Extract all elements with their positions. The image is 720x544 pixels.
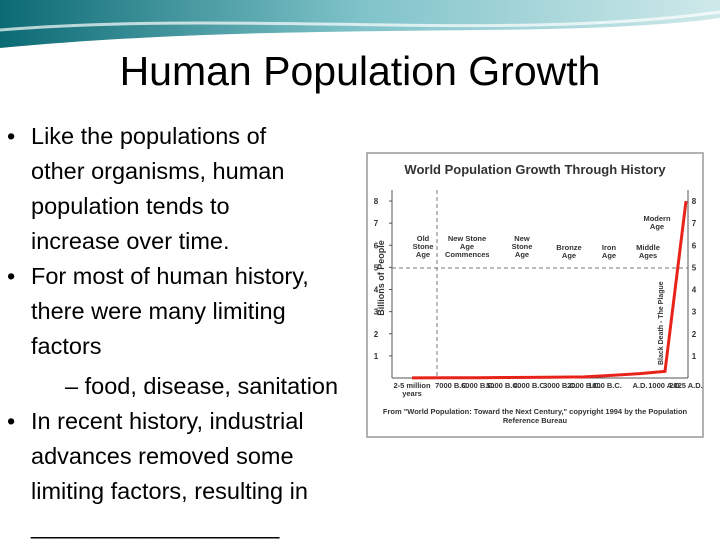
- bullet-text: other organisms, human: [31, 158, 285, 184]
- banner-stroke: [0, 10, 720, 32]
- bullet-text: ___________________: [31, 513, 280, 539]
- bullet-text: In recent history, industrial: [31, 408, 304, 434]
- x-tick-label: A.D.: [632, 382, 648, 390]
- slide-title: Human Population Growth: [119, 48, 601, 94]
- annotation: Black Death - The Plague: [658, 281, 665, 365]
- annotation: New Stone Age: [511, 235, 533, 259]
- y-tick-label: 8: [692, 197, 697, 206]
- x-tick-text: 2000 B.C.: [567, 382, 601, 390]
- x-tick-label: 1000 A.D.: [648, 382, 682, 390]
- y-tick-label: 3: [374, 308, 379, 317]
- x-tick-text: A.D.: [632, 382, 648, 390]
- x-tick-label: 1000 B.C.: [588, 382, 622, 390]
- x-tick-text: 6000 B.C.: [461, 382, 495, 390]
- y-tick-label: 6: [692, 241, 697, 250]
- annotation-text: Iron Age: [601, 244, 617, 260]
- y-tick-label: 4: [692, 286, 697, 295]
- x-tick-text: 4000 B.C.: [513, 382, 547, 390]
- annotation: Modern Age: [643, 215, 671, 231]
- x-tick-text: 5000 B.C.: [486, 382, 520, 390]
- bullet-dot: •: [7, 123, 16, 149]
- x-tick-label: 2025 A.D.: [669, 382, 703, 390]
- source-note: From "World Population: Toward the Next …: [382, 407, 688, 425]
- y-tick-label: 7: [374, 219, 379, 228]
- source-text: From "World Population: Toward the Next …: [382, 407, 688, 425]
- y-tick-label: 7: [692, 219, 697, 228]
- x-tick-label: 6000 B.C.: [461, 382, 495, 390]
- figure-frame: [366, 152, 704, 438]
- bullet-text: population tends to: [31, 193, 230, 219]
- annotation: Middle Ages: [636, 244, 660, 260]
- population-line: [411, 200, 688, 380]
- bullet-text: there were many limiting: [31, 298, 286, 324]
- bullet-text: limiting factors, resulting in: [31, 478, 308, 504]
- annotation-text: Old Stone Age: [412, 235, 434, 259]
- bullet-dot: •: [7, 263, 16, 289]
- annotation: Old Stone Age: [412, 235, 434, 259]
- banner: [0, 0, 720, 48]
- x-tick-text: 2025 A.D.: [669, 382, 703, 390]
- figure-title: World Population Growth Through History: [404, 162, 666, 177]
- x-tick-text: 1000 A.D.: [648, 382, 682, 390]
- y-tick-label: 4: [374, 286, 379, 295]
- annotation-text: Middle Ages: [636, 244, 660, 260]
- bullet-text: factors: [31, 333, 102, 359]
- y-axis-label: Billions of People: [376, 240, 386, 316]
- x-tick-label: 5000 B.C.: [486, 382, 520, 390]
- y-tick-label: 3: [692, 308, 697, 317]
- x-tick-text: 1000 B.C.: [588, 382, 622, 390]
- y-tick-label: 5: [692, 263, 697, 272]
- y-tick-label: 2: [374, 330, 379, 339]
- y-tick-label: 8: [374, 197, 379, 206]
- bullet-text: For most of human history,: [31, 263, 309, 289]
- y-tick-label: 1: [374, 352, 379, 361]
- annotation: Iron Age: [601, 244, 617, 260]
- x-tick-text: 7000 B.C.: [435, 382, 469, 390]
- annotation: New Stone Age Commences: [445, 235, 489, 259]
- x-tick-label: 2000 B.C.: [567, 382, 601, 390]
- y-tick-label: 2: [692, 330, 697, 339]
- bullet-text: increase over time.: [31, 228, 230, 254]
- bullet-dot: •: [7, 408, 16, 434]
- bullet-text: Like the populations of: [31, 123, 267, 149]
- y-tick-label: 1: [692, 352, 697, 361]
- annotation-text: New Stone Age Commences: [445, 235, 489, 259]
- x-tick-text: 2-5 million years: [393, 382, 431, 398]
- y-tick-label: 6: [374, 241, 379, 250]
- x-tick-label: 7000 B.C.: [435, 382, 469, 390]
- x-tick-text: 3000 B.C.: [543, 382, 577, 390]
- bullet-text: advances removed some: [31, 443, 294, 469]
- annotation-text: Bronze Age: [556, 244, 582, 260]
- annotation-text: New Stone Age: [511, 235, 533, 259]
- annotation-text: Modern Age: [643, 215, 671, 231]
- x-tick-label: 3000 B.C.: [543, 382, 577, 390]
- x-tick-label: 2-5 million years: [393, 382, 431, 398]
- bullet-text: – food, disease, sanitation: [65, 373, 339, 399]
- x-tick-label: 4000 B.C.: [513, 382, 547, 390]
- y-tick-label: 5: [374, 263, 379, 272]
- annotation: Bronze Age: [556, 244, 582, 260]
